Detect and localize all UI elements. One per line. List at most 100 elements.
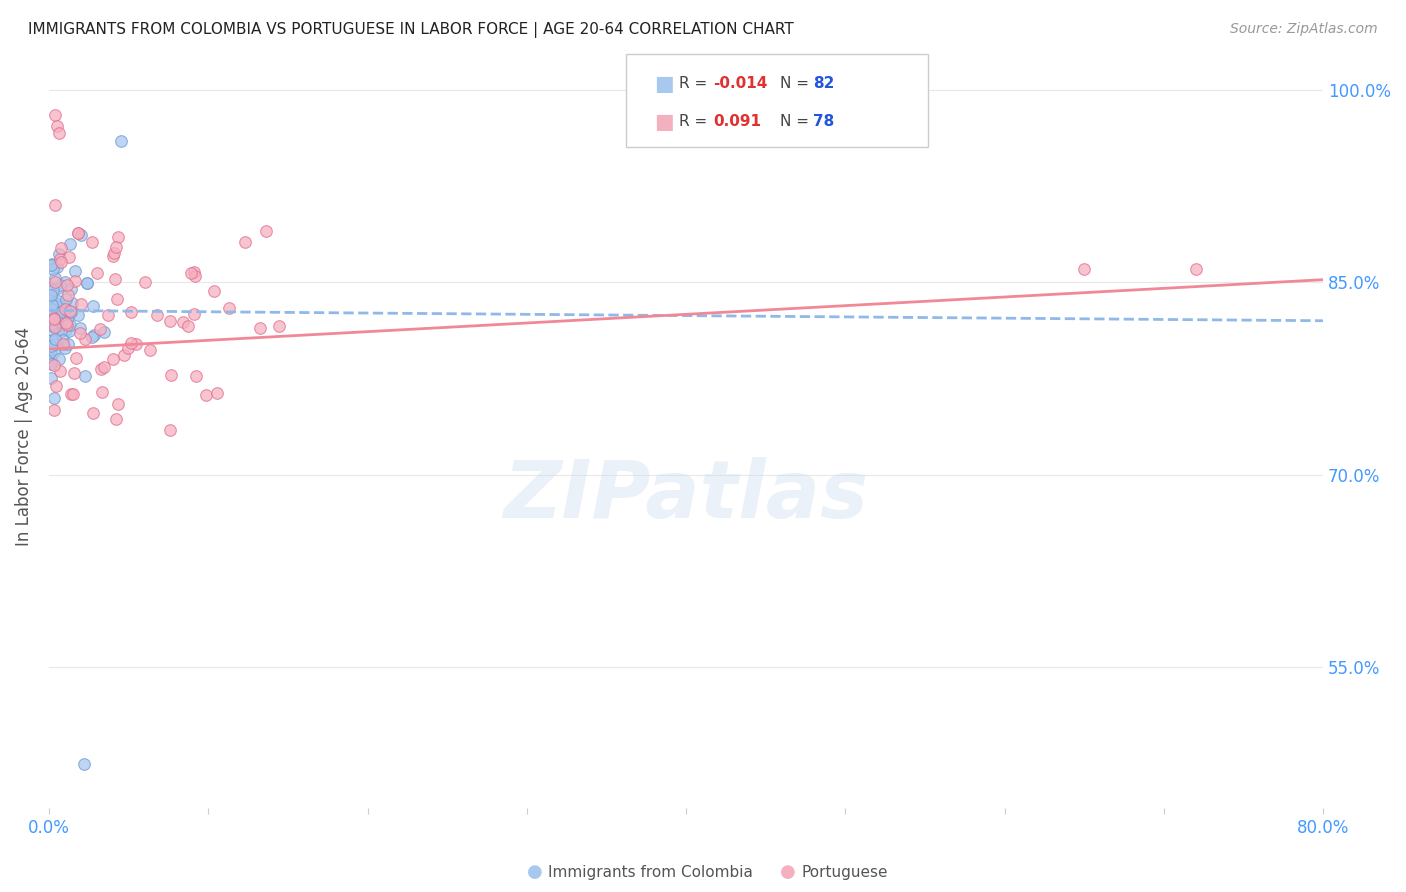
- Text: R =: R =: [679, 114, 717, 129]
- Point: [42, 403, 65, 417]
- Point: [117, 342, 139, 356]
- Point: [82, 235, 104, 249]
- Point: [105, 292, 128, 306]
- Point: [39, 258, 62, 272]
- Point: [41, 333, 63, 347]
- Text: Source: ZipAtlas.com: Source: ZipAtlas.com: [1230, 22, 1378, 37]
- Point: [52, 333, 75, 347]
- Point: [44, 333, 66, 347]
- Point: [107, 397, 129, 411]
- Point: [73, 368, 96, 383]
- Point: [41, 298, 63, 312]
- Point: [53, 275, 76, 289]
- Point: [45, 304, 67, 318]
- Point: [205, 385, 228, 400]
- Point: [59, 303, 82, 318]
- Point: [249, 321, 271, 335]
- Point: [48, 127, 70, 141]
- Text: Immigrants from Colombia: Immigrants from Colombia: [548, 865, 754, 880]
- Point: [65, 274, 87, 288]
- Point: [73, 332, 96, 346]
- Point: [46, 294, 69, 309]
- Point: [180, 266, 202, 280]
- Point: [48, 281, 70, 295]
- Point: [101, 352, 124, 367]
- Point: [55, 323, 77, 337]
- Point: [56, 310, 79, 324]
- Text: 0.091: 0.091: [713, 114, 761, 129]
- Point: [39, 371, 62, 385]
- Point: [44, 319, 66, 334]
- Point: [59, 305, 82, 319]
- Text: ■: ■: [654, 112, 673, 132]
- Text: ZIPatlas: ZIPatlas: [503, 457, 869, 535]
- Point: [42, 314, 65, 328]
- Point: [39, 281, 62, 295]
- Point: [39, 339, 62, 353]
- Point: [46, 323, 69, 337]
- Point: [53, 301, 76, 316]
- Point: [183, 307, 205, 321]
- Point: [125, 337, 148, 351]
- Text: ●: ●: [780, 863, 796, 881]
- Point: [42, 262, 65, 277]
- Point: [67, 226, 90, 240]
- Point: [73, 756, 96, 771]
- Point: [1184, 262, 1206, 277]
- Point: [39, 288, 62, 302]
- Point: [139, 343, 162, 357]
- Point: [44, 296, 66, 310]
- Point: [49, 304, 72, 318]
- Point: [45, 119, 67, 133]
- Point: [41, 323, 63, 337]
- Point: [44, 197, 66, 211]
- Point: [44, 336, 66, 351]
- Text: N =: N =: [780, 114, 814, 129]
- Point: [42, 344, 65, 359]
- Point: [49, 241, 72, 255]
- Y-axis label: In Labor Force | Age 20-64: In Labor Force | Age 20-64: [15, 326, 32, 546]
- Point: [39, 343, 62, 357]
- Point: [49, 364, 72, 378]
- Point: [42, 317, 65, 331]
- Point: [42, 311, 65, 326]
- Text: ●: ●: [527, 863, 543, 881]
- Point: [159, 423, 181, 437]
- Point: [49, 324, 72, 338]
- Point: [120, 336, 142, 351]
- Point: [58, 324, 80, 338]
- Point: [83, 328, 105, 343]
- Point: [218, 301, 240, 315]
- Point: [160, 368, 183, 382]
- Point: [66, 308, 89, 322]
- Point: [56, 304, 79, 318]
- Point: [104, 240, 127, 254]
- Point: [39, 295, 62, 310]
- Point: [49, 310, 72, 324]
- Point: [51, 255, 73, 269]
- Point: [70, 228, 93, 243]
- Text: ■: ■: [654, 74, 673, 94]
- Point: [69, 297, 91, 311]
- Point: [39, 352, 62, 367]
- Point: [42, 312, 65, 326]
- Point: [39, 357, 62, 371]
- Point: [89, 322, 111, 336]
- Point: [104, 271, 127, 285]
- Point: [177, 318, 200, 333]
- Point: [56, 277, 79, 292]
- Point: [42, 318, 65, 333]
- Point: [44, 276, 66, 290]
- Point: [58, 250, 80, 264]
- Point: [184, 269, 207, 284]
- Text: R =: R =: [679, 76, 713, 91]
- Point: [39, 309, 62, 323]
- Point: [45, 299, 67, 313]
- Point: [55, 292, 77, 306]
- Point: [59, 318, 82, 332]
- Point: [41, 258, 63, 272]
- Point: [42, 358, 65, 372]
- Point: [1073, 262, 1095, 277]
- Point: [45, 260, 67, 274]
- Point: [39, 307, 62, 321]
